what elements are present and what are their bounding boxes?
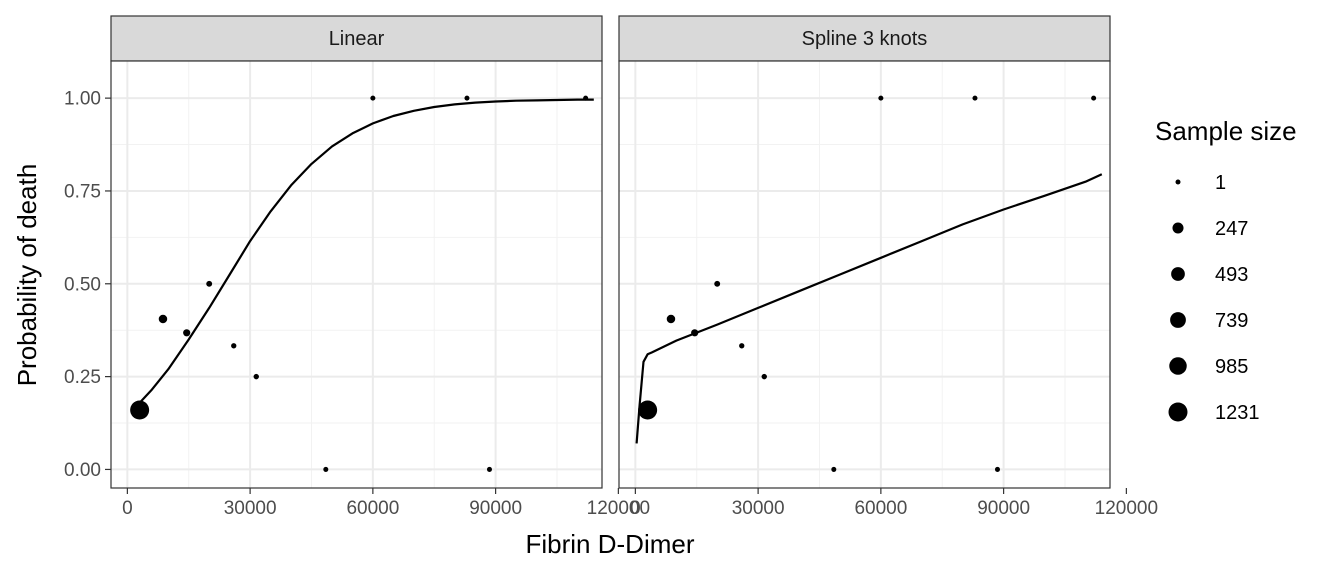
data-point	[761, 373, 767, 380]
fit-line	[635, 173, 1103, 444]
data-point	[206, 280, 213, 287]
legend-title: Sample size	[1155, 116, 1297, 146]
data-point	[972, 95, 978, 101]
fit-line-layer	[635, 173, 1103, 444]
panel-plot-area	[619, 61, 1110, 488]
x-tick-label: 30000	[732, 498, 785, 519]
panel-border	[618, 60, 1111, 489]
fit-line	[134, 98, 594, 408]
data-point	[130, 400, 150, 420]
x-axis-ticks: 0 30000 60000 90000 120000	[630, 488, 1158, 519]
x-axis-title: Fibrin D-Dimer	[526, 529, 695, 559]
x-axis-ticks: 0 30000 60000 90000 120000	[122, 488, 650, 519]
data-point	[464, 95, 470, 101]
data-point	[231, 343, 237, 349]
y-axis-ticks: 0.00 0.25 0.50 0.75 1.00	[64, 89, 111, 481]
panel-linear: Linear 0 30000 60000 90000 120000	[110, 15, 650, 519]
data-point	[638, 400, 658, 420]
x-tick-label: 120000	[587, 498, 650, 519]
panel-border	[110, 60, 603, 489]
legend-label: 247	[1215, 218, 1248, 240]
legend-key	[1171, 267, 1185, 281]
data-point	[323, 466, 329, 472]
data-point	[739, 343, 745, 349]
data-point	[714, 280, 721, 287]
points-layer	[130, 95, 589, 472]
panel-strip-label: Linear	[329, 28, 385, 50]
y-tick-label: 1.00	[64, 89, 101, 110]
data-point	[370, 95, 376, 101]
panel-strip-bg	[110, 15, 603, 62]
panel-grid	[111, 61, 602, 488]
legend-key	[1170, 312, 1186, 328]
legend-key	[1172, 222, 1184, 234]
panel-strip-bg	[618, 15, 1111, 62]
x-tick-label: 30000	[224, 498, 277, 519]
y-axis-title: Probability of death	[12, 164, 42, 387]
panel-strip-label: Spline 3 knots	[802, 28, 928, 50]
data-point	[253, 373, 259, 380]
data-point	[1091, 95, 1097, 101]
points-layer	[638, 95, 1097, 472]
x-tick-label: 90000	[469, 498, 522, 519]
legend-key	[1169, 357, 1187, 375]
fit-line-layer	[134, 98, 594, 408]
legend-label: 739	[1215, 310, 1248, 332]
x-tick-label: 90000	[977, 498, 1030, 519]
x-tick-label: 0	[122, 498, 133, 519]
panel-plot-area	[111, 61, 602, 488]
x-tick-label: 60000	[854, 498, 907, 519]
size-legend: Sample size 1 247 493 739 985 1231	[1155, 116, 1297, 424]
x-tick-label: 120000	[1095, 498, 1158, 519]
data-point	[994, 466, 1000, 472]
legend-key	[1175, 179, 1181, 185]
data-point	[158, 314, 168, 324]
legend-label: 1	[1215, 172, 1226, 194]
legend-label: 985	[1215, 356, 1248, 378]
x-tick-label: 60000	[346, 498, 399, 519]
y-tick-label: 0.25	[64, 367, 101, 388]
data-point	[691, 329, 699, 337]
data-point	[666, 314, 676, 324]
y-tick-label: 0.75	[64, 181, 101, 202]
data-point	[831, 466, 837, 472]
x-tick-label: 0	[630, 498, 641, 519]
data-point	[183, 329, 191, 337]
legend-key	[1168, 402, 1188, 422]
legend-label: 493	[1215, 264, 1248, 286]
data-point	[486, 466, 492, 472]
y-tick-label: 0.00	[64, 460, 101, 481]
y-tick-label: 0.50	[64, 274, 101, 295]
data-point	[878, 95, 884, 101]
panel-grid	[619, 61, 1110, 488]
legend-label: 1231	[1215, 402, 1260, 424]
panel-spline: Spline 3 knots 0 30000 60000 90000 120000	[618, 15, 1158, 519]
data-point	[583, 95, 589, 101]
